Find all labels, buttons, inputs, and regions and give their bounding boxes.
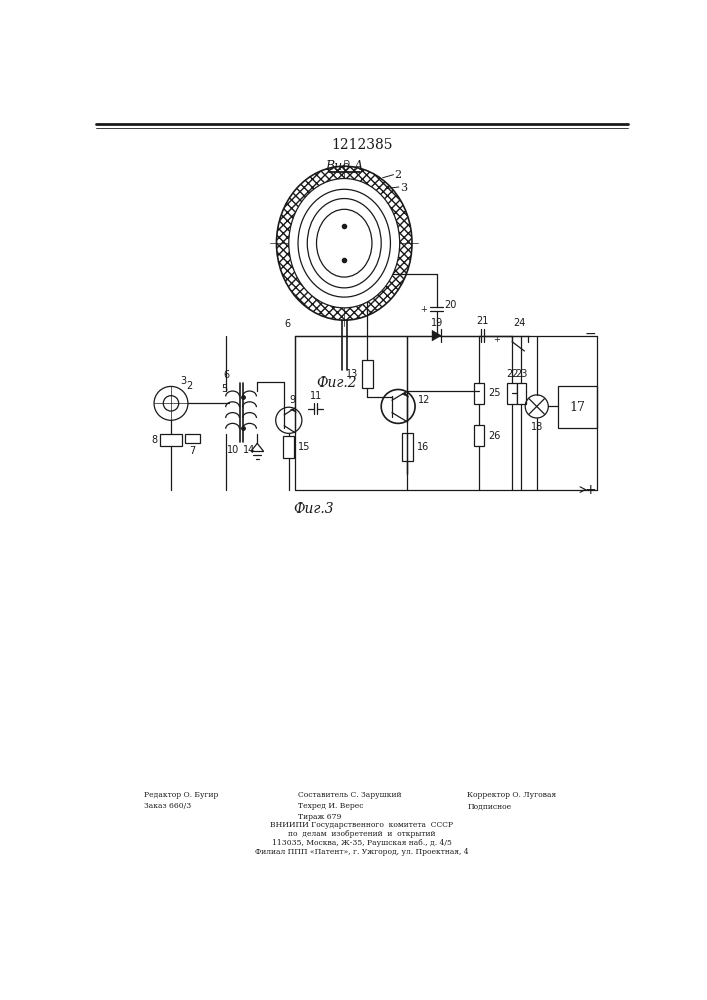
Text: 19: 19	[431, 318, 443, 328]
Text: Корректор О. Луговая: Корректор О. Луговая	[467, 791, 556, 799]
Text: −: −	[585, 327, 596, 341]
Ellipse shape	[288, 179, 399, 308]
Text: +: +	[421, 305, 428, 314]
Bar	[474, 383, 484, 404]
Polygon shape	[432, 330, 441, 341]
Text: Заказ 660/3: Заказ 660/3	[144, 802, 192, 810]
Polygon shape	[402, 393, 409, 397]
Text: Тираж 679: Тираж 679	[298, 813, 341, 821]
Text: Редактор О. Бугир: Редактор О. Бугир	[144, 791, 218, 799]
Text: 25: 25	[489, 388, 501, 398]
Text: 3: 3	[180, 376, 187, 386]
Text: 15: 15	[298, 442, 310, 452]
Text: 16: 16	[416, 442, 429, 452]
Text: Фиг.3: Фиг.3	[293, 502, 334, 516]
Text: 11: 11	[310, 391, 322, 401]
Text: 9: 9	[290, 395, 296, 405]
Text: 18: 18	[531, 422, 543, 432]
Text: 6: 6	[284, 319, 291, 329]
Text: Составитель С. Зарушкий: Составитель С. Зарушкий	[298, 791, 402, 799]
Text: 24: 24	[513, 318, 526, 328]
Text: 21: 21	[477, 316, 489, 326]
Text: 14: 14	[243, 445, 256, 455]
Text: 8: 8	[151, 435, 157, 445]
Text: 20: 20	[444, 300, 457, 310]
Text: 1212385: 1212385	[331, 138, 392, 152]
Text: Вид А: Вид А	[325, 160, 363, 173]
Text: 3: 3	[399, 183, 407, 193]
Text: 17: 17	[570, 401, 585, 414]
Bar	[402, 433, 413, 461]
Bar	[508, 383, 517, 404]
Text: 2: 2	[187, 381, 192, 391]
Text: Техред И. Верес: Техред И. Верес	[298, 802, 363, 810]
Bar	[517, 383, 526, 404]
Text: +: +	[585, 483, 596, 497]
Text: 7: 7	[189, 446, 196, 456]
Text: 22: 22	[506, 369, 518, 379]
Bar	[559, 386, 597, 428]
Text: 10: 10	[226, 445, 239, 455]
Text: 5: 5	[221, 384, 227, 394]
Text: 6: 6	[223, 370, 230, 380]
Text: 12: 12	[418, 395, 431, 405]
Text: 113035, Москва, Ж-35, Раушская наб., д. 4/5: 113035, Москва, Ж-35, Раушская наб., д. …	[272, 839, 452, 847]
Ellipse shape	[317, 209, 372, 277]
Bar	[474, 425, 484, 446]
Text: 26: 26	[489, 431, 501, 441]
Bar	[185, 434, 200, 443]
Ellipse shape	[308, 199, 381, 288]
Text: Подписное: Подписное	[467, 802, 512, 810]
Polygon shape	[291, 409, 296, 413]
Bar	[362, 360, 373, 388]
Text: +: +	[493, 335, 501, 344]
Text: 23: 23	[515, 369, 527, 379]
Bar	[160, 434, 182, 446]
Text: 2: 2	[395, 170, 402, 180]
Text: Фиг.2: Фиг.2	[316, 376, 357, 390]
Text: по  делам  изобретений  и  открытий: по делам изобретений и открытий	[288, 830, 436, 838]
Bar	[284, 436, 294, 458]
Text: Филиал ППП «Патент», г. Ужгород, ул. Проектная, 4: Филиал ППП «Патент», г. Ужгород, ул. Про…	[255, 848, 469, 856]
Text: 13: 13	[346, 369, 358, 379]
Text: ВНИИПИ Государственного  комитета  СССР: ВНИИПИ Государственного комитета СССР	[270, 821, 453, 829]
